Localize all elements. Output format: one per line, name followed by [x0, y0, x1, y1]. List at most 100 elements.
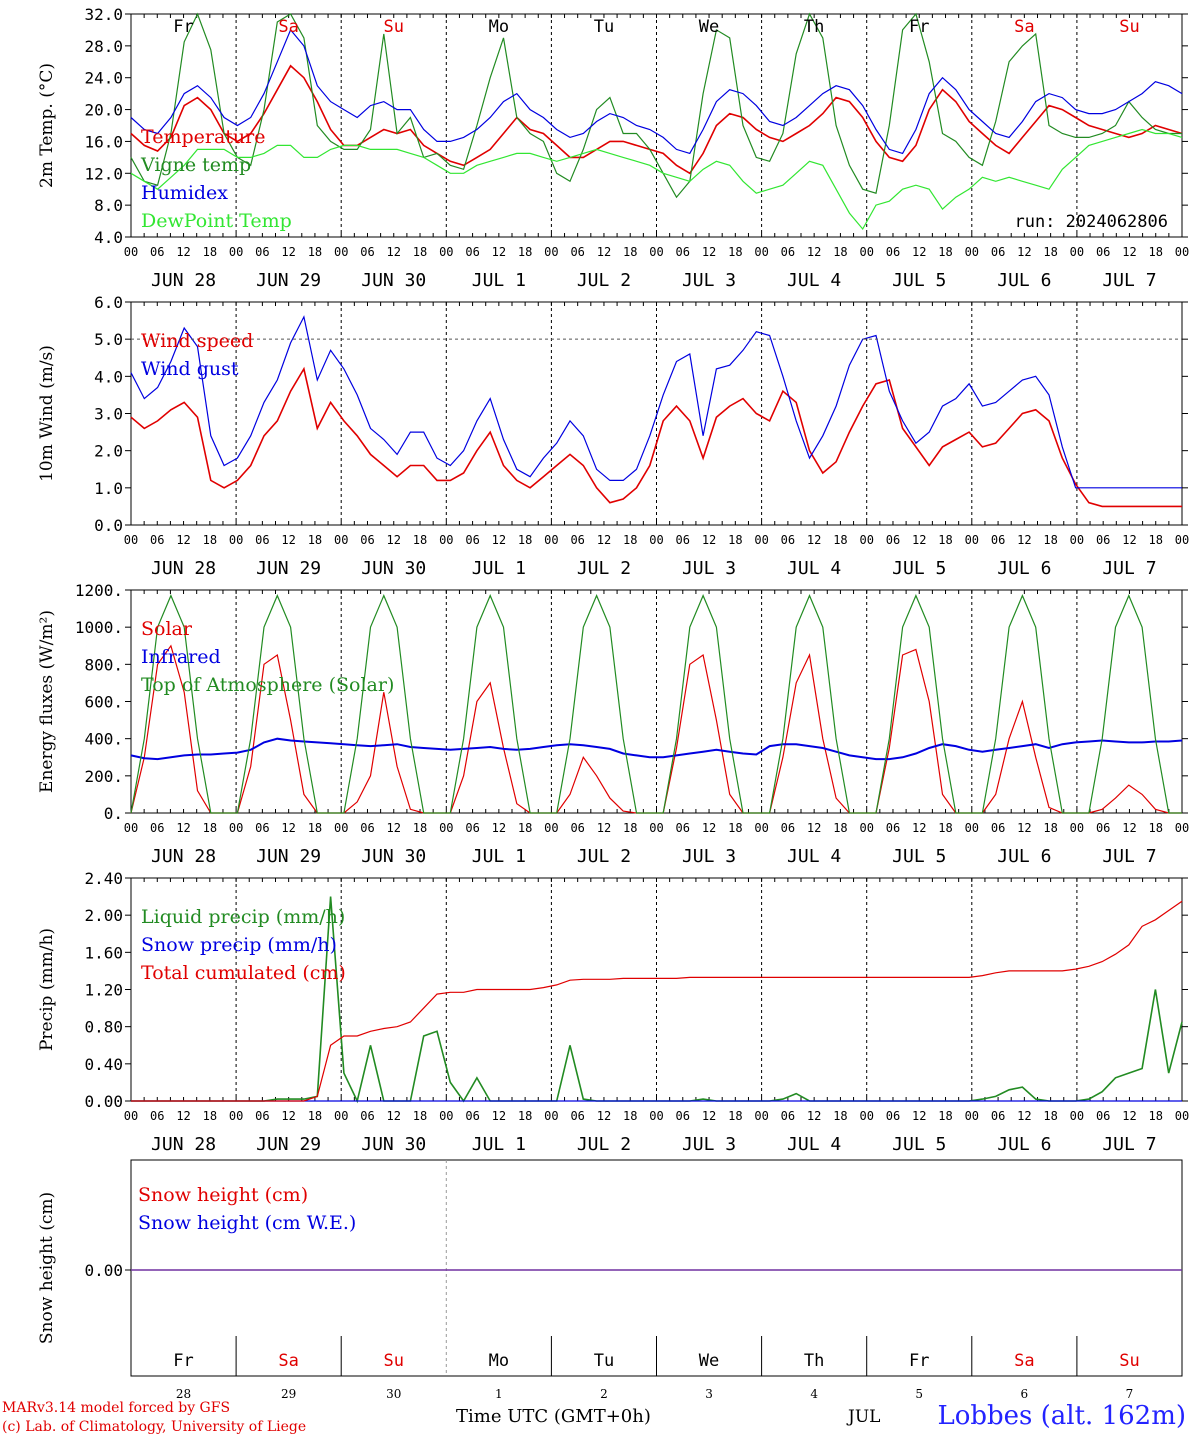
panel-3-hour-label: 18: [413, 1109, 427, 1123]
panel-2-ytick-label: 800.: [84, 655, 123, 674]
panel-2-ytick-label: 1000.: [75, 618, 123, 637]
panel-0-hour-label: 06: [255, 245, 269, 259]
panel-0-ytick-label: 4.0: [94, 228, 123, 247]
panel-2-hour-label: 06: [676, 821, 690, 835]
panel-3-date-label: JUL 7: [1102, 1134, 1156, 1155]
panel-0-hour-label: 06: [991, 245, 1005, 259]
panel-0-ylabel: 2m Temp. (°C): [37, 63, 57, 188]
panel-0-hour-label: 18: [1043, 245, 1057, 259]
snow-weekday-label: Su: [1119, 1351, 1139, 1371]
panel-2-hour-label: 18: [938, 821, 952, 835]
snow-daynum-label: 6: [1021, 1387, 1029, 1401]
panel-3-hour-label: 18: [1148, 1109, 1162, 1123]
panel-0-series-dewpoint-temp: [130, 128, 1183, 231]
panel-3-hour-label: 00: [754, 1109, 768, 1123]
panel-2-hour-label: 06: [991, 821, 1005, 835]
panel-0-hour-label: 06: [465, 245, 479, 259]
panel-3-hour-label: 18: [1043, 1109, 1057, 1123]
panel-3-hour-label: 12: [1017, 1109, 1031, 1123]
panel-3-hour-label: 12: [912, 1109, 926, 1123]
panel-0-hour-label: 18: [938, 245, 952, 259]
snow-daynum-label: 3: [705, 1387, 713, 1401]
panel-1-hour-label: 00: [1070, 533, 1084, 547]
credit-lab: (c) Lab. of Climatology, University of L…: [2, 1419, 307, 1435]
panel-3-date-label: JUL 1: [472, 1134, 526, 1155]
panel-2-series-top-of-atmosphere-solar-: [130, 594, 1182, 814]
panel-0-hour-label: 18: [413, 245, 427, 259]
panel-2-legend-2: Top of Atmosphere (Solar): [141, 674, 394, 696]
panel-3-hour-label: 18: [833, 1109, 847, 1123]
panel-3-ytick-label: 1.60: [84, 943, 123, 962]
panel-3-legend-2: Total cumulated (cm): [141, 962, 346, 984]
panel-3-hour-label: 00: [965, 1109, 979, 1123]
panel-2-hour-label: 18: [833, 821, 847, 835]
panel-1-hour-label: 12: [176, 533, 190, 547]
panel-1-hour-label: 06: [781, 533, 795, 547]
panel-3-ylabel: Precip (mm/h): [37, 928, 57, 1051]
panel-1-date-label: JUL 2: [577, 558, 631, 579]
panel-0-date-label: JUN 28: [151, 270, 216, 291]
panel-3-hour-label: 06: [360, 1109, 374, 1123]
panel-0-frame: [130, 13, 1183, 238]
panel-2-hour-label: 06: [465, 821, 479, 835]
panel-2-date-label: JUL 6: [997, 846, 1051, 867]
panel-1-hour-label: 00: [334, 533, 348, 547]
panel-0-hour-label: 12: [281, 245, 295, 259]
panel-2-hour-label: 18: [308, 821, 322, 835]
panel-3-ytick-label: 0.00: [84, 1092, 123, 1111]
snow-weekday-label: Sa: [278, 1351, 298, 1371]
panel-3-legend-0: Liquid precip (mm/h): [141, 906, 345, 928]
panel-2-hour-label: 18: [1043, 821, 1057, 835]
panel-2-hour-label: 12: [387, 821, 401, 835]
panel-2-hour-label: 06: [1096, 821, 1110, 835]
panel-1-date-label: JUL 6: [997, 558, 1051, 579]
panel-1-hour-label: 12: [597, 533, 611, 547]
panel-3-hour-label: 06: [150, 1109, 164, 1123]
panel-0-legend-2: Humidex: [141, 182, 228, 204]
panel-2-hour-label: 12: [1122, 821, 1136, 835]
panel-2-hour-label: 00: [859, 821, 873, 835]
panel-0-date-label: JUL 5: [892, 270, 946, 291]
panel-3-date-label: JUN 30: [361, 1134, 426, 1155]
snow-weekday-label: Sa: [1014, 1351, 1034, 1371]
panel-3-hour-label: 00: [649, 1109, 663, 1123]
panel-1-hour-label: 18: [833, 533, 847, 547]
snow-daynum-label: 7: [1126, 1387, 1134, 1401]
panel-0-hour-label: 12: [387, 245, 401, 259]
panel-0-hour-label: 18: [308, 245, 322, 259]
panel-0-hour-label: 00: [544, 245, 558, 259]
panel-0-ytick-label: 32.0: [84, 5, 123, 24]
panel-1-ytick-label: 5.0: [94, 330, 123, 349]
weekday-label: Sa: [1014, 17, 1034, 37]
panel-3-hour-label: 18: [518, 1109, 532, 1123]
panel-0-date-label: JUL 4: [787, 270, 841, 291]
panel-3-hour-label: 12: [597, 1109, 611, 1123]
snow-weekday-label: Th: [804, 1351, 824, 1371]
panel-3-ytick-label: 1.20: [84, 981, 123, 1000]
panel-1-hour-label: 12: [1122, 533, 1136, 547]
panel-2-hour-label: 00: [649, 821, 663, 835]
panel-2-date-label: JUL 5: [892, 846, 946, 867]
panel-2-hour-label: 00: [124, 821, 138, 835]
panel-2-hour-label: 18: [203, 821, 217, 835]
panel-0-hour-label: 18: [728, 245, 742, 259]
panel-1-ylabel: 10m Wind (m/s): [37, 345, 57, 482]
panel-1-series-wind-speed: [130, 366, 1182, 508]
panel-2-hour-label: 18: [518, 821, 532, 835]
panel-1-date-label: JUL 7: [1102, 558, 1156, 579]
panel-3-ytick-label: 2.40: [84, 869, 123, 888]
panel-3-date-label: JUL 2: [577, 1134, 631, 1155]
panel-1-hour-label: 12: [281, 533, 295, 547]
panel-0-hour-label: 00: [754, 245, 768, 259]
panel-2-hour-label: 00: [544, 821, 558, 835]
snow-weekday-label: We: [699, 1351, 719, 1371]
panel-1-legend-0: Wind speed: [141, 330, 253, 352]
panel-1-ytick-label: 4.0: [94, 367, 123, 386]
panel-2-hour-label: 00: [334, 821, 348, 835]
panel-1-hour-label: 00: [439, 533, 453, 547]
panel-4-ylabel: Snow height (cm): [37, 1192, 57, 1344]
panel-1-hour-label: 00: [229, 533, 243, 547]
panel-1-ytick-label: 1.0: [94, 479, 123, 498]
panel-2-date-label: JUN 30: [361, 846, 426, 867]
